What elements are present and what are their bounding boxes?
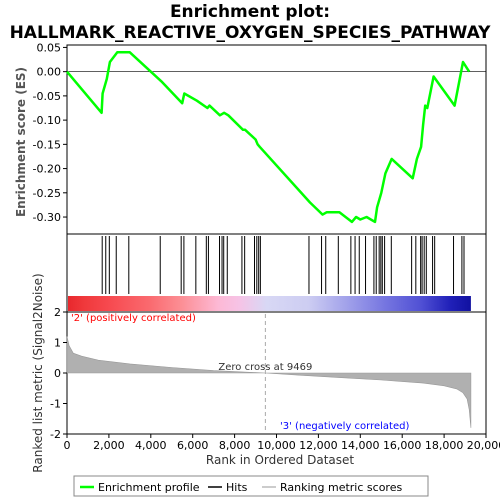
negative-correlation-label: '3' (negatively correlated) xyxy=(280,421,409,432)
x-tick-label: 20,000 xyxy=(467,439,500,452)
legend-ranking-label: Ranking metric scores xyxy=(280,481,402,494)
legend-enrichment-label: Enrichment profile xyxy=(98,481,200,494)
x-tick-label: 18,000 xyxy=(425,439,464,452)
zero-cross-label: Zero cross at 9469 xyxy=(218,362,312,373)
es-ytick-label: -0.10 xyxy=(33,114,61,127)
es-ytick-label: -0.15 xyxy=(33,138,61,151)
es-ytick-label: 0.00 xyxy=(37,66,62,79)
es-panel-frame xyxy=(66,44,487,235)
ranked-ytick-label: 2 xyxy=(54,306,61,319)
es-ytick-label: -0.25 xyxy=(33,187,61,200)
legend-hits-label: Hits xyxy=(226,481,248,494)
es-ytick-label: 0.05 xyxy=(37,41,62,54)
ranked-panel: 2 1 0 -1 -2 Zero cross at 9469 '2' (positive… xyxy=(31,273,487,473)
hits-panel xyxy=(66,233,487,313)
ranked-ytick-label: 1 xyxy=(54,337,61,350)
enrichment-profile-line xyxy=(66,51,471,224)
x-tick-label: 14,000 xyxy=(341,439,380,452)
es-ytick-label: -0.05 xyxy=(33,90,61,103)
x-tick-label: 0 xyxy=(64,439,71,452)
chart-title-line-2: HALLMARK_REACTIVE_OXYGEN_SPECIES_PATHWAY xyxy=(10,23,492,43)
x-axis-label: Rank in Ordered Dataset xyxy=(206,453,354,467)
x-tick-label: 6,000 xyxy=(177,439,209,452)
x-tick-label: 4,000 xyxy=(135,439,167,452)
ranked-ytick-label: 0 xyxy=(54,367,61,380)
ranked-ytick-label: -1 xyxy=(50,398,61,411)
x-tick-label: 2,000 xyxy=(93,439,125,452)
ranked-ytick-label: -2 xyxy=(50,428,61,441)
x-tick-label: 16,000 xyxy=(383,439,422,452)
es-ytick-label: -0.20 xyxy=(33,163,61,176)
chart-title-line-1: Enrichment plot: xyxy=(170,2,330,22)
positive-correlation-label: '2' (positively correlated) xyxy=(71,313,196,324)
ranked-y-axis-label: Ranked list metric (Signal2Noise) xyxy=(31,273,45,472)
ranking-metric-area xyxy=(66,336,472,428)
ranking-colorbar xyxy=(68,296,471,311)
legend: Enrichment profile Hits Ranking metric s… xyxy=(73,475,429,497)
x-tick-label: 8,000 xyxy=(219,439,251,452)
es-ytick-label: -0.30 xyxy=(33,211,61,224)
es-y-axis-label: Enrichment score (ES) xyxy=(14,67,28,217)
legend-box xyxy=(73,475,429,497)
x-tick-label: 12,000 xyxy=(299,439,338,452)
es-panel: 0.05 0.00 -0.05 -0.10 -0.15 -0.20 -0.25 -0.30 E… xyxy=(14,41,487,235)
x-tick-label: 10,000 xyxy=(257,439,296,452)
